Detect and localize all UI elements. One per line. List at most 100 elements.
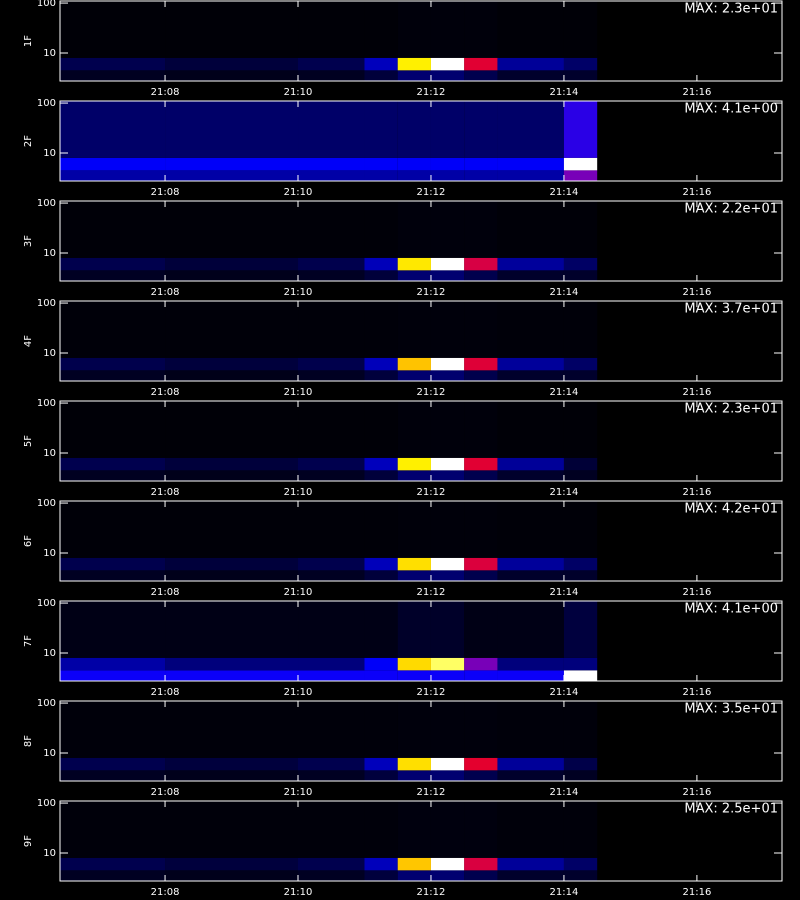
heat-cell	[430, 770, 465, 781]
heat-cell	[60, 70, 166, 81]
heat-cell	[397, 657, 431, 671]
heat-cell	[430, 857, 465, 871]
heat-cell	[464, 457, 498, 471]
heat-cell	[298, 570, 365, 581]
x-tick-label: 21:08	[151, 387, 180, 398]
y-tick-label: 100	[37, 298, 56, 309]
heat-cell	[397, 857, 431, 871]
heat-cell	[430, 557, 465, 571]
heat-cell	[430, 301, 465, 358]
heat-cell	[563, 657, 598, 671]
heat-cell	[563, 101, 598, 158]
heat-cell	[298, 170, 365, 181]
heat-cell	[563, 501, 598, 558]
heat-cell	[364, 570, 398, 581]
heat-cell	[563, 701, 598, 758]
heat-cell	[60, 457, 166, 471]
max-label: MAX: 4.2e+01	[684, 502, 778, 517]
heat-cell	[364, 470, 398, 481]
heat-cell	[563, 570, 598, 581]
heat-cell	[60, 357, 166, 371]
heat-cell	[497, 257, 564, 271]
heat-cell	[298, 370, 365, 381]
heat-cell	[430, 757, 465, 771]
x-tick-label: 21:16	[682, 387, 711, 398]
heat-cell	[464, 70, 498, 81]
heat-cell	[464, 401, 498, 458]
heat-cell	[60, 701, 166, 758]
heat-cell	[563, 801, 598, 858]
heat-cell	[497, 857, 564, 871]
heat-cell	[298, 601, 365, 658]
heat-cell	[497, 270, 564, 281]
heat-cell	[563, 357, 598, 371]
heat-cell	[430, 157, 465, 171]
heat-cell	[430, 870, 465, 881]
heat-cell	[430, 70, 465, 81]
heat-cell	[464, 201, 498, 258]
heat-cell	[165, 457, 299, 471]
heat-cell	[298, 657, 365, 671]
x-tick-label: 21:14	[550, 87, 579, 98]
heat-cell	[364, 270, 398, 281]
heat-cell	[464, 557, 498, 571]
heat-cell	[165, 701, 299, 758]
heat-cell	[497, 870, 564, 881]
heat-cell	[563, 170, 598, 181]
heat-cell	[60, 670, 166, 681]
heat-cell	[397, 670, 431, 681]
heat-cell	[430, 457, 465, 471]
max-label: MAX: 2.5e+01	[684, 802, 778, 817]
heat-cell	[60, 770, 166, 781]
y-tick-label: 10	[43, 348, 56, 359]
x-tick-label: 21:16	[682, 287, 711, 298]
heat-cell	[298, 770, 365, 781]
heat-cell	[430, 601, 465, 658]
heat-cell	[60, 601, 166, 658]
plot-frame	[59, 500, 783, 582]
heat-cell	[298, 157, 365, 171]
heat-cell	[430, 1, 465, 58]
heat-cell	[60, 870, 166, 881]
y-axis-label: 7F	[23, 635, 34, 647]
heat-cell	[464, 257, 498, 271]
heat-cell	[60, 857, 166, 871]
heat-cell	[464, 170, 498, 181]
heat-cell	[430, 657, 465, 671]
heat-cell	[497, 470, 564, 481]
heat-cell	[563, 57, 598, 71]
heat-cell	[364, 670, 398, 681]
x-tick-label: 21:12	[417, 887, 446, 898]
x-tick-label: 21:10	[284, 887, 313, 898]
heat-cell	[60, 1, 166, 58]
heat-cell	[563, 157, 598, 171]
heat-cell	[497, 170, 564, 181]
heat-cell	[464, 657, 498, 671]
heat-cell	[497, 601, 564, 658]
y-tick-label: 100	[37, 98, 56, 109]
heat-cell	[364, 601, 398, 658]
heat-cell	[165, 170, 299, 181]
heat-cell	[464, 701, 498, 758]
heat-cell	[430, 257, 465, 271]
heat-cell	[364, 357, 398, 371]
x-tick-label: 21:16	[682, 887, 711, 898]
x-tick-label: 21:14	[550, 287, 579, 298]
heat-cell	[60, 557, 166, 571]
heat-cell	[298, 501, 365, 558]
heat-cell	[165, 70, 299, 81]
heat-cell	[298, 401, 365, 458]
heat-cell	[563, 470, 598, 481]
heat-cell	[563, 70, 598, 81]
heat-cell	[563, 670, 598, 681]
heat-cell	[60, 201, 166, 258]
heat-cell	[430, 170, 465, 181]
x-tick-label: 21:12	[417, 287, 446, 298]
heat-cell	[364, 457, 398, 471]
y-tick-label: 100	[37, 398, 56, 409]
heat-cell	[464, 370, 498, 381]
heat-cell	[430, 370, 465, 381]
heat-cell	[497, 201, 564, 258]
heat-cell	[298, 201, 365, 258]
